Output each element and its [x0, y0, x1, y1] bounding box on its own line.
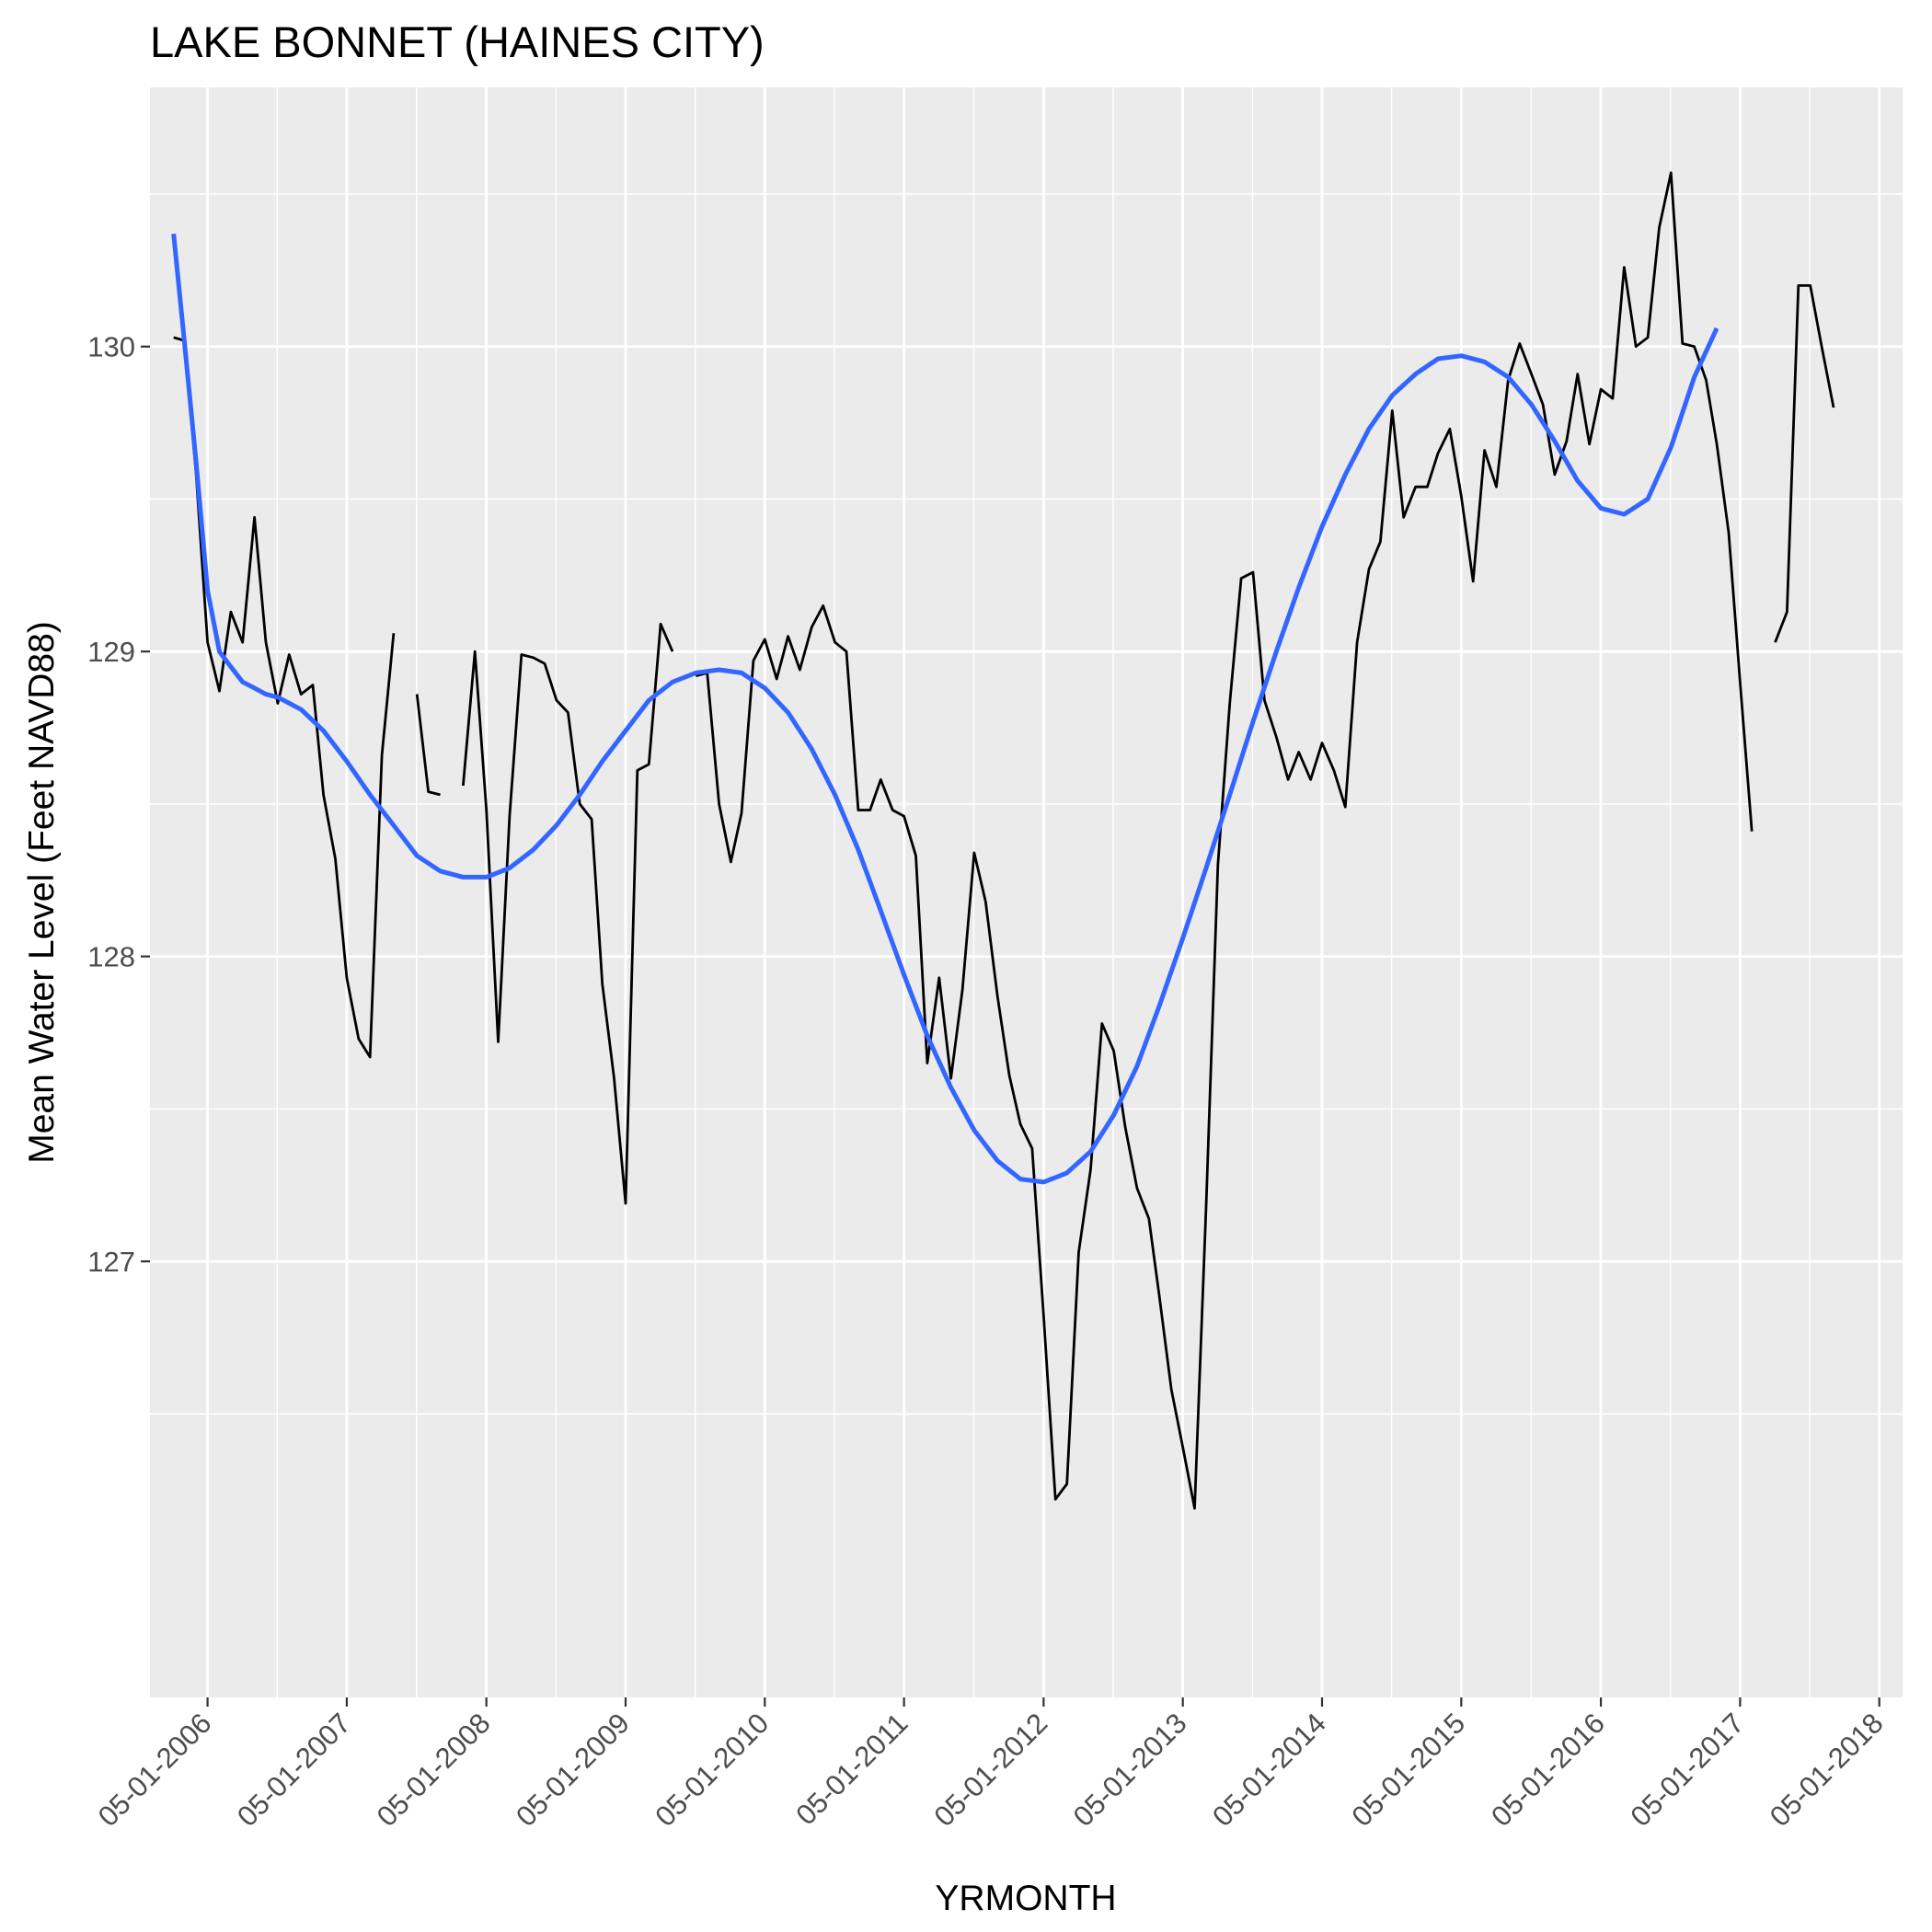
x-tick-label: 05-01-2011 [789, 1707, 914, 1831]
y-tick-label: 128 [87, 941, 135, 973]
smooth-trend-line [171, 233, 1719, 1185]
observed-line-segment [462, 622, 674, 1205]
observed-series [173, 171, 1835, 1510]
grid-minor [150, 87, 1903, 1697]
x-tick-label: 05-01-2010 [649, 1707, 775, 1833]
y-tick-label: 130 [87, 331, 135, 363]
x-axis-title: YRMONTH [935, 1879, 1116, 1918]
x-tick-label: 05-01-2014 [1206, 1707, 1332, 1833]
y-axis-title: Mean Water Level (Feet NAVD88) [22, 621, 62, 1164]
y-axis: 127 128 129 130 [87, 331, 150, 1278]
x-tick-label: 05-01-2012 [927, 1707, 1053, 1833]
observed-line-segment [173, 336, 396, 1059]
x-tick-label: 05-01-2015 [1345, 1707, 1471, 1833]
x-tick-label: 05-01-2018 [1764, 1707, 1890, 1833]
x-tick-label: 05-01-2007 [231, 1707, 357, 1833]
x-tick-label: 05-01-2016 [1485, 1707, 1611, 1833]
smooth-series [171, 233, 1719, 1185]
observed-line-segment [415, 694, 441, 797]
x-tick-label: 05-01-2008 [371, 1707, 497, 1833]
x-axis: 05-01-2006 05-01-2007 05-01-2008 05-01-2009… [92, 1697, 1890, 1833]
y-tick-label: 129 [87, 636, 135, 668]
y-tick-label: 127 [87, 1246, 135, 1278]
chart-title: LAKE BONNET (HAINES CITY) [150, 17, 765, 66]
x-tick-label: 05-01-2017 [1624, 1707, 1750, 1833]
plot-panel [150, 87, 1903, 1697]
x-tick-label: 05-01-2006 [92, 1707, 218, 1833]
x-tick-label: 05-01-2013 [1067, 1707, 1193, 1833]
observed-line-segment [695, 171, 1754, 1510]
x-tick-label: 05-01-2009 [510, 1707, 636, 1833]
observed-line-segment [1774, 284, 1835, 643]
